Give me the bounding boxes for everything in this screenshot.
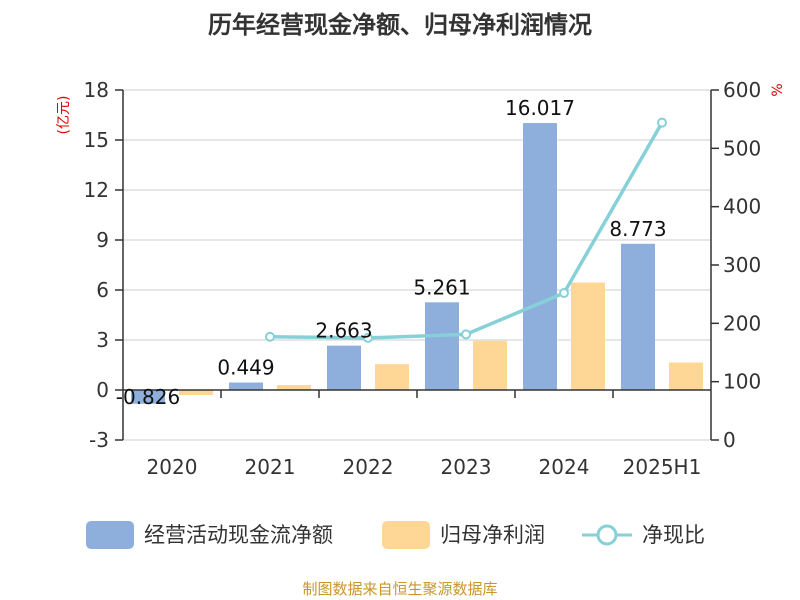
legend-marker-ratio (596, 524, 618, 546)
category-label: 2021 (245, 455, 296, 479)
left-tick-label: 15 (84, 128, 109, 152)
right-tick-label: 400 (723, 195, 761, 219)
legend-swatch-operating-cash (86, 521, 134, 549)
bar-net-profit (571, 282, 605, 390)
bar-operating-cash (523, 123, 557, 391)
right-tick-label: 0 (723, 428, 736, 452)
legend: 经营活动现金流净额 归母净利润 净现比 (86, 521, 705, 549)
right-tick-label: 100 (723, 370, 761, 394)
legend-label-operating-cash: 经营活动现金流净额 (144, 523, 333, 547)
right-tick-label: 600 (723, 78, 761, 102)
ratio-point (363, 332, 373, 343)
source-note: 制图数据来自恒生聚源数据库 (302, 580, 497, 598)
category-label: 2024 (539, 455, 590, 479)
axes: -3 0 3 6 9 12 15 18 0 100 200 300 400 500 600 2020 2021 2… (84, 78, 762, 479)
category-label: 2022 (343, 455, 394, 479)
bar-operating-cash (621, 243, 655, 390)
data-label: 8.773 (609, 217, 666, 241)
left-tick-label: 18 (84, 78, 109, 102)
left-tick-label: 9 (96, 228, 109, 252)
ratio-point (657, 117, 667, 128)
data-label: 16.017 (505, 96, 575, 120)
left-tick-label: 12 (84, 178, 109, 202)
category-label: 2020 (147, 455, 198, 479)
left-tick-label: 0 (96, 378, 109, 402)
bar-net-profit (179, 390, 213, 395)
bar-net-profit (277, 385, 311, 390)
data-labels: -0.826 0.449 2.663 5.261 16.017 8.773 (116, 96, 667, 409)
bar-operating-cash (229, 382, 263, 390)
legend-swatch-net-profit (382, 521, 430, 549)
bar-net-profit (669, 362, 703, 390)
left-tick-label: -3 (89, 428, 109, 452)
bar-net-profit (375, 364, 409, 390)
ratio-point (461, 329, 471, 340)
left-tick-label: 6 (96, 278, 109, 302)
ratio-point (559, 288, 569, 298)
legend-label-ratio: 净现比 (642, 523, 705, 547)
right-axis-unit: % (770, 83, 786, 96)
bar-operating-cash (327, 345, 361, 390)
category-label: 2025H1 (623, 455, 702, 479)
bars (131, 123, 703, 404)
data-label: 5.261 (413, 275, 470, 299)
right-tick-label: 500 (723, 136, 761, 160)
ratio-point (265, 331, 275, 342)
data-label: 2.663 (315, 319, 372, 343)
data-label: 0.449 (217, 356, 274, 380)
category-label: 2023 (441, 455, 492, 479)
chart-title: 历年经营现金净额、归母净利润情况 (208, 11, 592, 39)
left-tick-label: 3 (96, 328, 109, 352)
bar-operating-cash (131, 390, 165, 404)
bar-operating-cash (425, 302, 459, 390)
bar-net-profit (473, 340, 507, 390)
ratio-line (265, 117, 667, 343)
legend-label-net-profit: 归母净利润 (440, 523, 545, 547)
left-axis-unit: (亿元) (56, 96, 72, 135)
right-tick-label: 300 (723, 253, 761, 277)
data-label: -0.826 (116, 385, 180, 409)
right-tick-label: 200 (723, 311, 761, 335)
